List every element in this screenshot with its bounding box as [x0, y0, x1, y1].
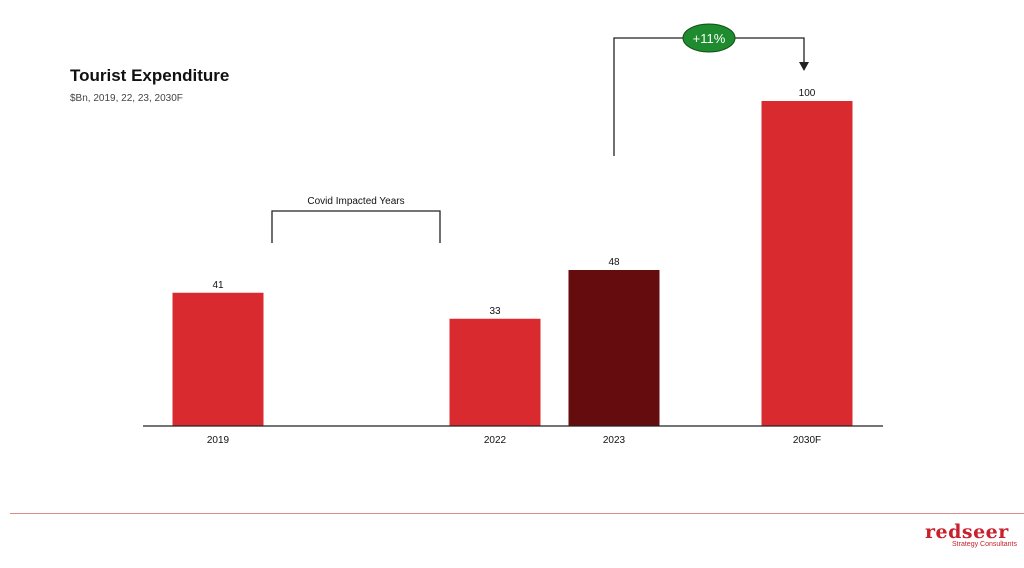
x-tick-label-2030f: 2030F [793, 435, 821, 446]
value-label-2030f: 100 [799, 88, 816, 99]
value-label-2022: 33 [489, 306, 501, 317]
value-label-2023: 48 [608, 257, 620, 268]
labels-layer: 41 2019 33 2022 48 2023 100 2030F [207, 88, 821, 446]
covid-bracket [271, 210, 441, 243]
growth-badge [682, 23, 736, 53]
bar-2022 [449, 318, 541, 426]
footer-divider [10, 513, 1024, 514]
chart-subtitle: $Bn, 2019, 22, 23, 2030F [70, 93, 183, 104]
logo-tagline: Strategy Consultants [952, 541, 1017, 548]
x-tick-label-2023: 2023 [603, 435, 626, 446]
growth-arrow-head-icon [799, 62, 809, 71]
logo-wordmark: redseer [925, 521, 1009, 543]
bar-2023 [568, 270, 660, 426]
x-tick-label-2022: 2022 [484, 435, 507, 446]
bar-2019 [172, 292, 264, 426]
covid-bracket-label: Covid Impacted Years [307, 196, 404, 207]
growth-badge-label: +11% [693, 31, 726, 46]
bars-layer [172, 101, 853, 426]
value-label-2019: 41 [212, 280, 224, 291]
bar-2030f [761, 101, 853, 426]
redseer-logo: redseer Strategy Consultants [925, 522, 1017, 548]
x-tick-label-2019: 2019 [207, 435, 230, 446]
chart-title: Tourist Expenditure [70, 66, 230, 85]
